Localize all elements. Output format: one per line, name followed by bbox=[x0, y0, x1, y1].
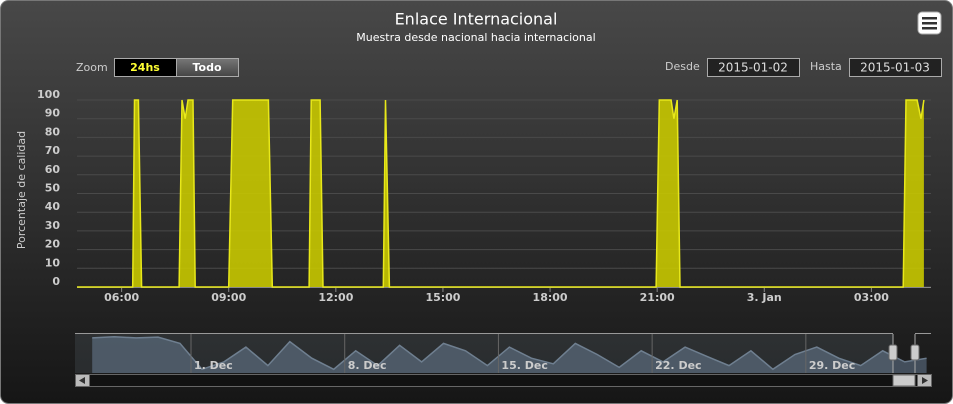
navigator-handle[interactable] bbox=[888, 344, 898, 361]
from-label: Desde bbox=[665, 60, 700, 73]
x-tick-label: 09:00 bbox=[211, 291, 246, 304]
menu-button[interactable] bbox=[917, 11, 942, 35]
navigator-series-area bbox=[92, 336, 927, 373]
to-input[interactable] bbox=[849, 58, 942, 77]
navigator-tick-label: 22. Dec bbox=[655, 359, 701, 372]
y-tick-label: 20 bbox=[45, 238, 61, 251]
chart-subtitle: Muestra desde nacional hacia internacion… bbox=[356, 31, 595, 44]
y-tick-label: 100 bbox=[37, 88, 60, 101]
scrollbar-arrow bbox=[922, 377, 928, 384]
y-tick-label: 80 bbox=[45, 125, 61, 138]
scrollbar-arrow bbox=[79, 377, 85, 384]
y-axis-title: Porcentaje de calidad bbox=[15, 131, 28, 249]
y-tick-label: 30 bbox=[45, 219, 61, 232]
x-tick-label: 21:00 bbox=[640, 291, 675, 304]
menu-icon bbox=[922, 27, 937, 30]
navigator-tick-label: 29. Dec bbox=[809, 359, 855, 372]
navigator-tick-label: 1. Dec bbox=[194, 359, 233, 372]
x-tick-label: 03:00 bbox=[854, 291, 889, 304]
chart-title: Enlace Internacional bbox=[395, 10, 558, 29]
zoom-button[interactable] bbox=[176, 58, 239, 77]
from-value[interactable]: 2015-01-02 bbox=[718, 61, 788, 75]
menu-icon bbox=[922, 17, 937, 20]
navigator-tick-label: 8. Dec bbox=[348, 359, 387, 372]
y-tick-label: 50 bbox=[45, 182, 61, 195]
to-value[interactable]: 2015-01-03 bbox=[860, 61, 930, 75]
zoom-button-label[interactable]: 24hs bbox=[130, 61, 160, 74]
y-tick-label: 90 bbox=[45, 107, 61, 120]
scrollbar-track bbox=[75, 374, 932, 387]
x-tick-label: 12:00 bbox=[318, 291, 353, 304]
y-tick-label: 40 bbox=[45, 200, 61, 213]
y-tick-label: 70 bbox=[45, 144, 61, 157]
navigator-mask bbox=[75, 334, 893, 373]
navigator-handle[interactable] bbox=[910, 344, 920, 361]
series-area bbox=[77, 100, 924, 287]
y-tick-label: 0 bbox=[52, 275, 60, 288]
x-tick-label: 15:00 bbox=[425, 291, 460, 304]
navigator-series-line bbox=[92, 335, 927, 371]
navigator-tick-label: 15. Dec bbox=[501, 359, 547, 372]
zoom-label: Zoom bbox=[76, 61, 108, 74]
y-tick-label: 60 bbox=[45, 163, 61, 176]
menu-icon bbox=[922, 22, 937, 25]
from-input[interactable] bbox=[707, 58, 800, 77]
x-tick-label: 18:00 bbox=[533, 291, 568, 304]
scrollbar-thumb[interactable] bbox=[892, 374, 916, 387]
x-tick-label: 3. Jan bbox=[747, 291, 782, 304]
to-label: Hasta bbox=[810, 60, 842, 73]
y-tick-label: 10 bbox=[45, 256, 61, 269]
zoom-button-label[interactable]: Todo bbox=[192, 61, 221, 74]
x-tick-label: 06:00 bbox=[104, 291, 139, 304]
series-line bbox=[77, 99, 925, 288]
